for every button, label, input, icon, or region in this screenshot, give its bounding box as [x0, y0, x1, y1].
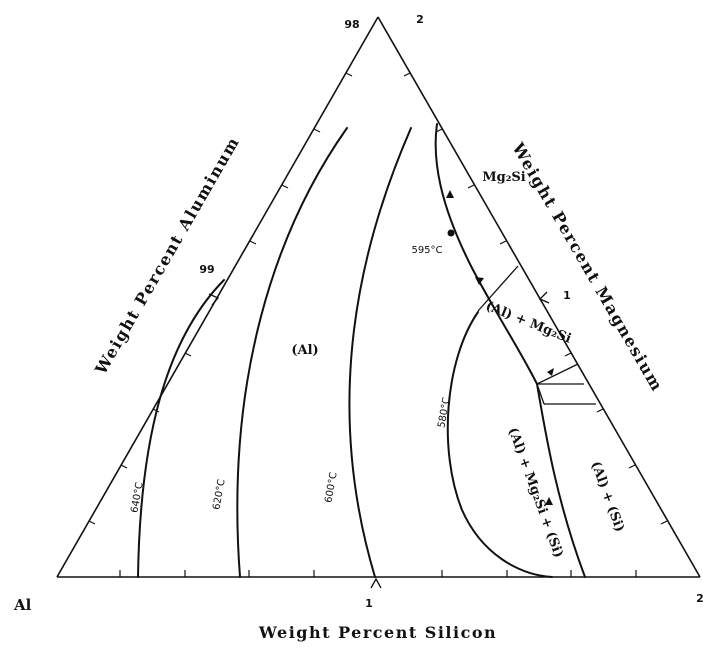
tick-mark: [249, 240, 257, 245]
direction-arrow-icon: [475, 277, 484, 285]
mid-tick-arrows: [208, 291, 550, 589]
tick-mark: [564, 352, 572, 357]
axis-title-magnesium: Weight Percent Magnesium: [508, 139, 667, 395]
direction-arrow-icon: [547, 368, 554, 376]
tick-mark: [184, 352, 192, 357]
tick-mark: [345, 72, 353, 77]
direction-arrow-icon: [446, 190, 454, 198]
tick-mark: [88, 520, 96, 525]
left-mid-tick-label: 99: [199, 263, 214, 276]
tick-mark: [596, 408, 604, 413]
isotherm-curves: [137, 123, 586, 578]
corner-label-right: 2: [696, 592, 703, 605]
tick-mark: [120, 464, 128, 469]
tie-line: [477, 265, 519, 312]
ternary-point-marker: [447, 229, 455, 237]
tie-lines: [477, 265, 596, 405]
tick-mark: [660, 520, 668, 525]
isotherm-640-curve: [137, 279, 225, 578]
triangle-left-edge: [56, 16, 379, 578]
tick-mark: [403, 72, 411, 77]
isotherm-600-curve: [348, 127, 412, 578]
tick-mark: [499, 240, 507, 245]
triangle-right-edge: [377, 16, 701, 578]
tick-mark: [628, 464, 636, 469]
isotherm-620-curve: [236, 127, 348, 578]
triangle-frame: [56, 16, 701, 578]
isotherm-label-620: 620°C: [211, 478, 227, 511]
left-mid-arrow: [208, 293, 220, 306]
isotherm-label-640: 640°C: [129, 481, 145, 514]
tie-line: [536, 363, 579, 385]
tick-marks: [88, 72, 668, 577]
tick-mark: [313, 128, 321, 133]
apex-label-right: 2: [416, 13, 424, 26]
direction-arrow-icon: [545, 497, 553, 505]
axis-title-aluminum: Weight Percent Aluminum: [91, 133, 244, 378]
axis-title-silicon: Weight Percent Silicon: [258, 623, 497, 642]
isotherm-label-595: 595°C: [411, 245, 442, 256]
corner-label-al: Al: [13, 596, 32, 614]
apex-label-left: 98: [344, 18, 359, 31]
phase-label-al-mg2si: (Al) + Mg₂Si: [483, 299, 573, 347]
right-mid-tick-label: 1: [563, 289, 571, 302]
bottom-mid-tick-label: 1: [365, 597, 373, 610]
tie-line: [529, 369, 538, 385]
tick-mark: [281, 184, 289, 189]
isotherm-580-curve: [446, 311, 553, 578]
phase-label-mg2si: Mg₂Si: [482, 170, 526, 185]
tie-line: [536, 383, 545, 405]
phase-label-al-mg2si-si: (Al) + Mg₂Si + (Si): [505, 426, 566, 560]
phase-label-al: (Al): [291, 343, 318, 358]
right-mid-arrow: [538, 291, 550, 304]
bottom-mid-arrow: [370, 577, 382, 589]
phase-label-al-si: (Al) + (Si): [588, 460, 627, 535]
curve-markers: [446, 190, 554, 505]
tick-mark: [467, 184, 475, 189]
isotherm-label-580: 580°C: [436, 396, 452, 429]
isotherm-label-600: 600°C: [323, 471, 339, 504]
monovariant-lower-curve: [536, 383, 586, 578]
monovariant-595-curve: [434, 123, 538, 385]
